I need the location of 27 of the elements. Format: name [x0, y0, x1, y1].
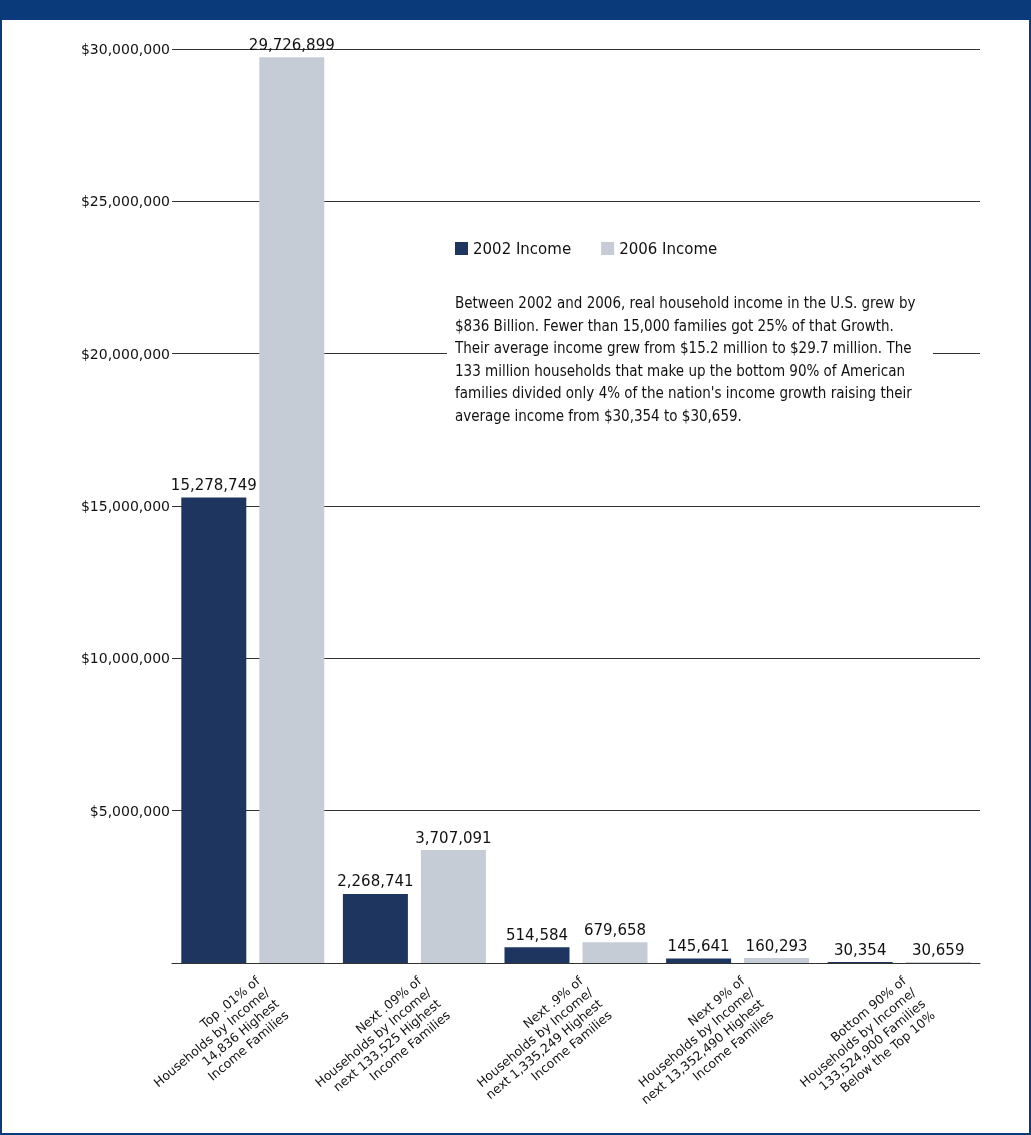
data-label: 3,707,091	[415, 828, 492, 847]
data-label: 2,268,741	[337, 872, 414, 891]
bar	[666, 958, 732, 963]
legend-label: 2002 Income	[473, 239, 572, 258]
data-label: 30,354	[833, 940, 887, 959]
y-tick-label: $10,000,000	[80, 650, 170, 667]
data-label: 29,726,899	[248, 35, 335, 54]
bar	[582, 942, 648, 963]
data-label: 514,584	[505, 925, 569, 944]
bar	[342, 893, 408, 963]
y-tick-label: $30,000,000	[80, 41, 170, 57]
data-label: 30,659	[911, 940, 965, 959]
y-tick-label: $25,000,000	[80, 193, 170, 210]
data-label: 160,293	[745, 936, 808, 955]
bar	[420, 850, 486, 963]
y-tick-label: $20,000,000	[80, 345, 170, 362]
data-label: 145,641	[667, 937, 730, 956]
annotation: Between 2002 and 2006, real household income in the U.S. grew by $836 Billion. Fewer than 15,000 families got 25% of that Growth. Their average income grew from $15.2 million to $29.7 million. The 133 million households that make up the bottom 90% of American families divided only 4% of the nation's income growth raising their average income from $30,354 to $30,659.	[447, 288, 933, 431]
bar	[504, 947, 570, 963]
data-label: 679,658	[583, 920, 647, 939]
y-tick-label: $5,000,000	[89, 802, 170, 819]
bar	[181, 497, 247, 963]
y-tick-label: $15,000,000	[80, 498, 170, 514]
bar	[744, 958, 810, 963]
bar	[259, 57, 325, 963]
legend-label: 2006 Income	[619, 239, 718, 258]
data-label: 15,278,749	[170, 476, 257, 495]
